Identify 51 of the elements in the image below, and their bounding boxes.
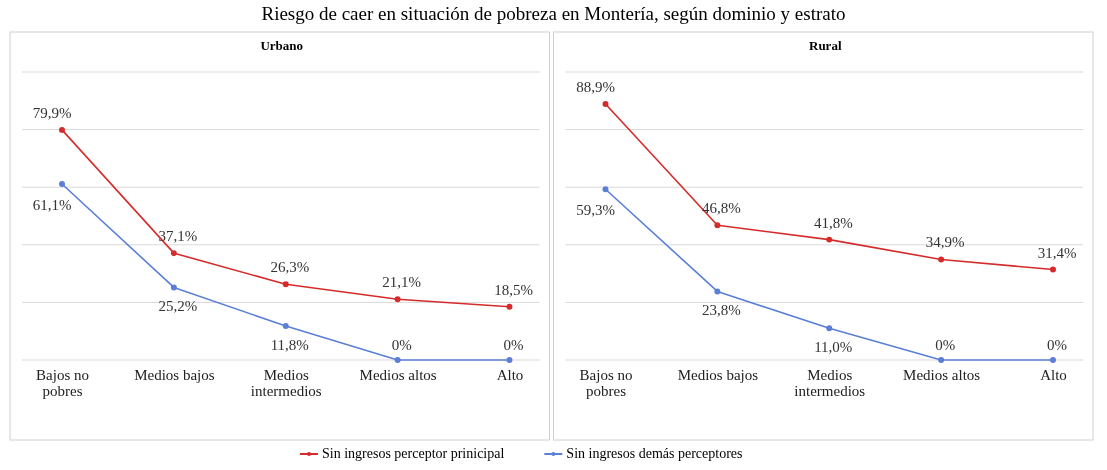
point	[282, 323, 289, 329]
point	[602, 100, 609, 107]
legend-label: Sin ingresos perceptor prinicipal	[322, 446, 505, 461]
data-label: 41,8%	[813, 214, 853, 231]
chart-title: Urbano	[260, 38, 304, 53]
data-label: 88,9%	[576, 78, 615, 95]
point	[938, 256, 945, 263]
data-label: 0%	[1047, 337, 1067, 353]
point	[1050, 266, 1056, 273]
data-label: 25,2%	[158, 298, 198, 315]
legend-label: Sin ingresos demás perceptores	[566, 446, 743, 461]
point	[826, 236, 833, 243]
point	[394, 296, 401, 303]
data-label: 61,1%	[32, 197, 72, 214]
x-tick-label: Medios intermedios	[794, 366, 866, 399]
text: Riesgo de caer en situación de pobreza en Montería, según dominio y estrato	[261, 3, 846, 24]
point	[826, 325, 833, 332]
point	[506, 303, 513, 310]
data-label: 0%	[503, 337, 524, 353]
x-tick-label: Alto	[1040, 366, 1067, 383]
x-tick-label: Medios intermedios	[250, 366, 322, 399]
data-label: 26,3%	[270, 259, 310, 276]
x-tick-label: Medios bajos	[677, 366, 759, 383]
data-label: 59,3%	[576, 202, 615, 219]
point	[602, 186, 609, 193]
x-tick-label: Medios altos	[903, 366, 981, 383]
x-tick-label: Medios bajos	[134, 366, 215, 383]
point	[170, 250, 177, 257]
data-label: 31,4%	[1037, 244, 1077, 261]
point	[714, 288, 721, 295]
x-tick-label: Bajos no pobres	[36, 366, 89, 399]
data-label: 34,9%	[925, 234, 965, 251]
data-label: 11,0%	[814, 339, 853, 356]
x-tick-label: Medios altos	[359, 366, 437, 383]
chart-title: Rural	[809, 38, 842, 53]
point	[170, 284, 177, 291]
data-label: 46,8%	[702, 200, 741, 217]
x-tick-label: Bajos no pobres	[579, 366, 633, 399]
point	[714, 222, 721, 229]
point	[59, 126, 65, 133]
data-label: 37,1%	[158, 228, 198, 245]
data-label: 79,9%	[32, 104, 72, 121]
data-label: 21,1%	[382, 274, 421, 291]
data-label: 0%	[935, 337, 956, 353]
x-tick-label: Alto	[496, 366, 524, 383]
data-label: 23,8%	[702, 302, 741, 319]
data-label: 11,8%	[270, 337, 309, 354]
point	[282, 281, 289, 288]
point	[59, 181, 65, 188]
data-label: 18,5%	[494, 281, 533, 298]
data-label: 0%	[391, 337, 412, 353]
